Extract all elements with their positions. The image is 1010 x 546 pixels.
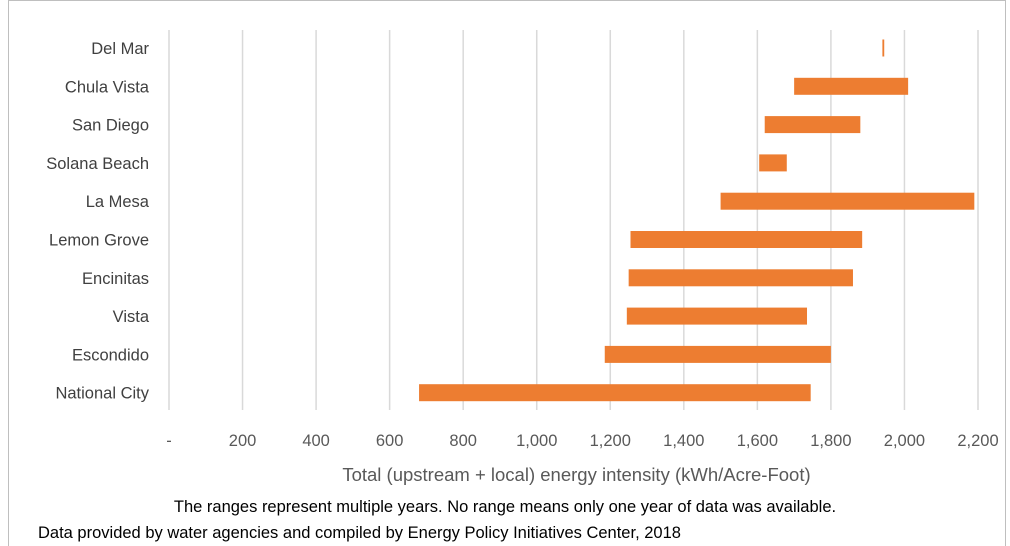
x-tick-label: 1,800 (810, 432, 851, 450)
x-tick-label: 2,000 (884, 432, 925, 450)
x-tick-label: 2,200 (957, 432, 998, 450)
range-bar-chart: - 200 400 600 800 1,000 1,200 1,400 1,600 1,800 2,… (46, 30, 999, 485)
range-bar (419, 384, 811, 402)
range-bar (626, 307, 808, 325)
y-category-label: Vista (113, 308, 150, 326)
x-tick-label: 200 (229, 432, 257, 450)
range-bar (604, 345, 831, 363)
x-tick-label: 1,000 (516, 432, 557, 450)
x-tick-label: 1,400 (663, 432, 704, 450)
x-tick-label: - (166, 432, 172, 450)
y-category-label: Lemon Grove (49, 232, 149, 250)
range-bar (628, 269, 853, 287)
chart-frame (8, 0, 1006, 546)
chart-note-source: Data provided by water agencies and comp… (38, 524, 681, 542)
y-category-label: San Diego (72, 117, 149, 135)
x-tick-label: 400 (302, 432, 330, 450)
chart-note-ranges: The ranges represent multiple years. No … (173, 498, 837, 516)
y-category-label: Escondido (72, 346, 149, 364)
x-tick-label: 600 (376, 432, 404, 450)
y-category-label: Del Mar (91, 40, 149, 58)
range-bar (794, 77, 909, 95)
y-category-label: Chula Vista (65, 78, 150, 96)
y-category-label: La Mesa (86, 193, 150, 211)
y-category-label: Solana Beach (46, 155, 149, 173)
range-bar (882, 39, 885, 57)
range-bar (764, 116, 861, 134)
x-tick-label: 1,200 (590, 432, 631, 450)
y-category-label: Encinitas (82, 270, 149, 288)
x-tick-label: 800 (449, 432, 477, 450)
range-bar (720, 192, 975, 210)
x-tick-label: 1,600 (737, 432, 778, 450)
range-bar (630, 231, 863, 248)
range-bar (759, 154, 787, 172)
x-axis-title: Total (upstream + local) energy intensit… (342, 464, 810, 485)
y-category-label: National City (55, 385, 149, 403)
